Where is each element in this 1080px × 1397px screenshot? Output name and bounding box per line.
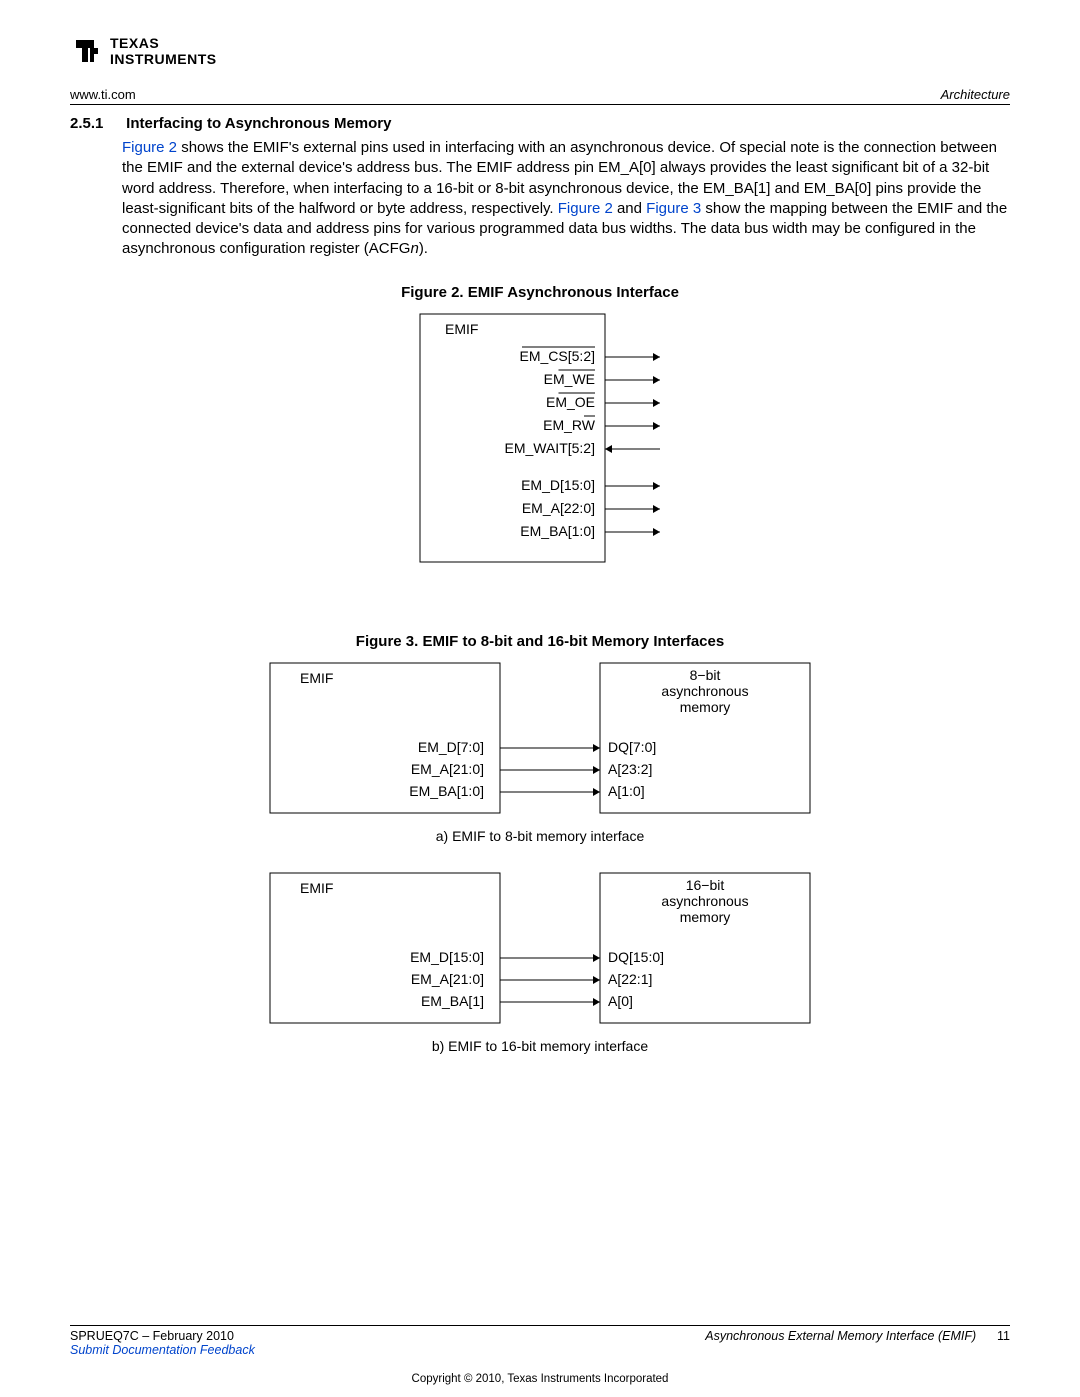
footer-bar: SPRUEQ7C – February 2010 Submit Document… (70, 1325, 1010, 1357)
svg-text:EM_WAIT[5:2]: EM_WAIT[5:2] (504, 440, 595, 456)
svg-text:EM_A[22:0]: EM_A[22:0] (522, 500, 595, 516)
link-figure3[interactable]: Figure 3 (646, 200, 701, 217)
figure2-caption: Figure 2. EMIF Asynchronous Interface (70, 284, 1010, 301)
link-figure2[interactable]: Figure 2 (122, 139, 177, 156)
figure3b-diagram: EMIF 16−bit asynchronous memory EM_D[15:… (260, 868, 820, 1028)
body-text-n: n (410, 240, 418, 257)
svg-text:A[1:0]: A[1:0] (608, 783, 645, 799)
svg-text:EM_BA[1]: EM_BA[1] (421, 993, 484, 1009)
body-paragraph: Figure 2 shows the EMIF's external pins … (122, 138, 1010, 260)
figure3b-subcaption: b) EMIF to 16-bit memory interface (70, 1038, 1010, 1054)
footer-page: 11 (997, 1329, 1010, 1343)
link-figure2b[interactable]: Figure 2 (558, 200, 613, 217)
figure3a-diagram: EMIF 8−bit asynchronous memory EM_D[7:0]… (260, 658, 820, 818)
body-text-2: and (613, 200, 646, 217)
svg-text:EM_D[7:0]: EM_D[7:0] (418, 739, 484, 755)
svg-text:EMIF: EMIF (300, 670, 333, 686)
svg-text:A[0]: A[0] (608, 993, 633, 1009)
section-number: 2.5.1 (70, 115, 122, 132)
svg-text:EM_A[21:0]: EM_A[21:0] (411, 761, 484, 777)
copyright: Copyright © 2010, Texas Instruments Inco… (0, 1373, 1080, 1385)
svg-text:memory: memory (680, 699, 731, 715)
svg-text:asynchronous: asynchronous (661, 893, 748, 909)
svg-text:asynchronous: asynchronous (661, 683, 748, 699)
svg-text:EM_A[21:0]: EM_A[21:0] (411, 971, 484, 987)
svg-text:EM_BA[1:0]: EM_BA[1:0] (409, 783, 484, 799)
header-section: Architecture (941, 87, 1010, 102)
svg-text:EM_OE: EM_OE (546, 394, 595, 410)
svg-text:EM_D[15:0]: EM_D[15:0] (521, 477, 595, 493)
footer-doc-id: SPRUEQ7C – February 2010 (70, 1329, 234, 1343)
svg-text:EM_BA[1:0]: EM_BA[1:0] (520, 523, 595, 539)
svg-text:EM_RW: EM_RW (543, 417, 596, 433)
section-heading: 2.5.1 Interfacing to Asynchronous Memory (70, 115, 1010, 132)
logo: TEXAS INSTRUMENTS (70, 30, 1010, 77)
svg-text:A[22:1]: A[22:1] (608, 971, 652, 987)
body-text-4: ). (419, 240, 428, 257)
section-title: Interfacing to Asynchronous Memory (126, 115, 391, 132)
ti-logo-icon: TEXAS INSTRUMENTS (70, 30, 230, 72)
figure3-caption: Figure 3. EMIF to 8-bit and 16-bit Memor… (70, 633, 1010, 650)
svg-text:TEXAS: TEXAS (110, 35, 159, 51)
figure2-diagram: EMIF EM_CS[5:2] EM_WE EM_OE EM_RW EM_WAIT[5:… (390, 309, 690, 569)
svg-text:DQ[15:0]: DQ[15:0] (608, 949, 664, 965)
svg-text:16−bit: 16−bit (686, 877, 725, 893)
svg-text:EM_CS[5:2]: EM_CS[5:2] (520, 348, 595, 364)
svg-text:EM_D[15:0]: EM_D[15:0] (410, 949, 484, 965)
footer-feedback-link[interactable]: Submit Documentation Feedback (70, 1343, 255, 1357)
header-url[interactable]: www.ti.com (70, 87, 136, 102)
fig2-block-label: EMIF (445, 321, 478, 337)
svg-text:INSTRUMENTS: INSTRUMENTS (110, 51, 217, 67)
header-bar: www.ti.com Architecture (70, 87, 1010, 105)
footer-title: Asynchronous External Memory Interface (… (705, 1329, 976, 1343)
svg-text:memory: memory (680, 909, 731, 925)
svg-text:EM_WE: EM_WE (544, 371, 595, 387)
svg-text:EMIF: EMIF (300, 880, 333, 896)
figure3a-subcaption: a) EMIF to 8-bit memory interface (70, 828, 1010, 844)
svg-text:A[23:2]: A[23:2] (608, 761, 652, 777)
svg-text:8−bit: 8−bit (690, 667, 721, 683)
svg-text:DQ[7:0]: DQ[7:0] (608, 739, 656, 755)
